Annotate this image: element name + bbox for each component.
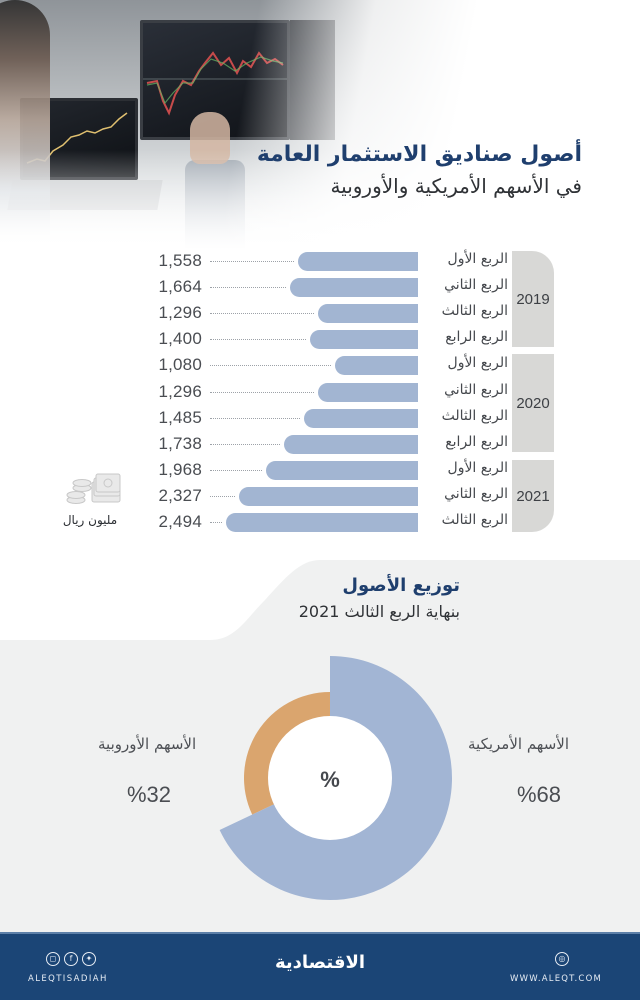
page-title: أصول صناديق الاستثمار العامة (256, 142, 582, 167)
quarter-label: الربع الرابع (445, 434, 508, 450)
quarter-label: الربع الثاني (444, 382, 508, 398)
distribution-title-block: توزيع الأصول بنهاية الربع الثالث 2021 (299, 572, 460, 624)
legend-european-pct: %32 (127, 782, 172, 807)
bar-row: 2,494 الربع الثالث (0, 511, 640, 533)
year-group-2020: 2020 (512, 354, 554, 452)
bar-row: 1,296 الربع الثالث (0, 302, 640, 324)
bar (318, 304, 418, 323)
bar-value: 1,558 (158, 251, 202, 270)
leader-dots (210, 313, 314, 314)
bar (266, 461, 418, 480)
bar-value: 1,400 (158, 329, 202, 348)
leader-dots (210, 392, 314, 393)
bar-value: 1,296 (158, 382, 202, 401)
bar (290, 278, 418, 297)
page-title-block: أصول صناديق الاستثمار العامة في الأسهم ا… (257, 140, 582, 202)
social-icons: ◻ f ✦ (46, 952, 96, 966)
leader-dots (210, 444, 280, 445)
donut-center-label: % (320, 767, 340, 792)
bar-row: 2,327 الربع الثاني (0, 485, 640, 507)
year-group-2021: 2021 (512, 460, 554, 532)
bar-row: 1,664 الربع الثاني (0, 276, 640, 298)
leader-dots (210, 522, 222, 523)
bar (239, 487, 418, 506)
leader-dots (210, 261, 294, 262)
bar (318, 383, 418, 402)
bar-value: 1,738 (158, 434, 202, 453)
bar-value: 2,494 (158, 512, 202, 531)
bar (284, 435, 418, 454)
donut-chart: % (219, 656, 452, 900)
bar-value: 1,664 (158, 277, 202, 296)
leader-dots (210, 496, 235, 497)
quarter-label: الربع الثاني (444, 486, 508, 502)
brand-logo: الاقتصادية (274, 952, 366, 973)
globe-icon: ◎ (555, 952, 569, 966)
distribution-title: توزيع الأصول (342, 575, 460, 596)
unit-label: مليون ريال (62, 513, 118, 527)
bar-row: 1,080 الربع الأول (0, 354, 640, 376)
bar (226, 513, 418, 532)
bar-row: 1,485 الربع الثالث (0, 407, 640, 429)
bar-value: 1,485 (158, 408, 202, 427)
bar (304, 409, 418, 428)
hero-fade-overlay (0, 0, 640, 250)
quarter-label: الربع الثالث (441, 303, 508, 319)
year-label: 2021 (516, 487, 550, 505)
legend-european-label: الأسهم الأوروبية (98, 735, 197, 753)
bar (298, 252, 418, 271)
twitter-icon[interactable]: ✦ (82, 952, 96, 966)
leader-dots (210, 339, 306, 340)
quarter-label: الربع الثالث (441, 512, 508, 528)
donut-segment-american (219, 656, 452, 900)
bar-row: 1,400 الربع الرابع (0, 328, 640, 350)
instagram-icon[interactable]: ◻ (46, 952, 60, 966)
quarter-label: الربع الأول (447, 251, 508, 267)
website-link[interactable]: WWW.ALEQT.COM (510, 974, 602, 984)
bar (310, 330, 418, 349)
quarter-label: الربع الثالث (441, 408, 508, 424)
bar-value: 1,080 (158, 355, 202, 374)
leader-dots (210, 418, 300, 419)
hero-photo (0, 0, 640, 250)
legend-american-pct: %68 (517, 782, 562, 807)
footer: ◻ f ✦ ALEQTISADIAH الاقتصادية ◎ WWW.ALEQ… (0, 932, 640, 1000)
year-label: 2019 (516, 290, 550, 308)
bar-row: 1,558 الربع الأول (0, 250, 640, 272)
leader-dots (210, 470, 262, 471)
money-stack-icon (66, 473, 121, 504)
year-label: 2020 (516, 394, 550, 412)
donut-segment-european (244, 692, 330, 815)
bar-row: 1,296 الربع الثاني (0, 381, 640, 403)
quarter-label: الربع الرابع (445, 329, 508, 345)
bar (335, 356, 418, 375)
bar-row: 1,738 الربع الرابع (0, 433, 640, 455)
bar-value: 1,968 (158, 460, 202, 479)
leader-dots (210, 287, 286, 288)
quarter-label: الربع الأول (447, 355, 508, 371)
bar-row: 1,968 الربع الأول (0, 459, 640, 481)
donut-center (268, 716, 392, 840)
unit-indicator (52, 470, 132, 512)
legend-american-label: الأسهم الأمريكية (468, 735, 570, 753)
year-group-2019: 2019 (512, 251, 554, 347)
quarter-label: الربع الأول (447, 460, 508, 476)
distribution-subtitle: بنهاية الربع الثالث 2021 (298, 602, 460, 621)
quarter-label: الربع الثاني (444, 277, 508, 293)
page-subtitle: في الأسهم الأمريكية والأوروبية (330, 174, 582, 198)
bar-value: 2,327 (158, 486, 202, 505)
leader-dots (210, 365, 331, 366)
social-handle[interactable]: ALEQTISADIAH (28, 974, 108, 984)
facebook-icon[interactable]: f (64, 952, 78, 966)
bar-value: 1,296 (158, 303, 202, 322)
